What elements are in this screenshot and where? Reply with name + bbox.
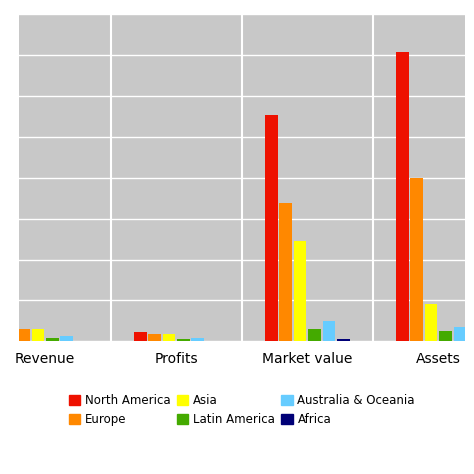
Bar — [308, 328, 321, 341]
Bar — [61, 336, 73, 341]
Bar — [425, 303, 438, 341]
Bar — [46, 337, 59, 341]
Bar — [177, 339, 190, 341]
Bar — [410, 178, 423, 341]
Bar — [439, 331, 452, 341]
Bar — [279, 203, 292, 341]
Bar — [265, 115, 278, 341]
Legend: North America, Europe, Asia, Latin America, Australia & Oceania, Africa: North America, Europe, Asia, Latin Ameri… — [64, 390, 419, 431]
Bar — [17, 328, 30, 341]
Bar — [148, 334, 161, 341]
Bar — [75, 340, 88, 341]
Bar — [191, 337, 204, 341]
Bar — [134, 332, 146, 341]
Bar — [454, 328, 466, 341]
Bar — [322, 321, 335, 341]
Bar — [163, 335, 175, 341]
Bar — [337, 339, 350, 341]
Bar — [3, 328, 16, 341]
Bar — [294, 241, 306, 341]
Bar — [468, 339, 474, 341]
Bar — [32, 328, 44, 341]
Bar — [396, 52, 409, 341]
